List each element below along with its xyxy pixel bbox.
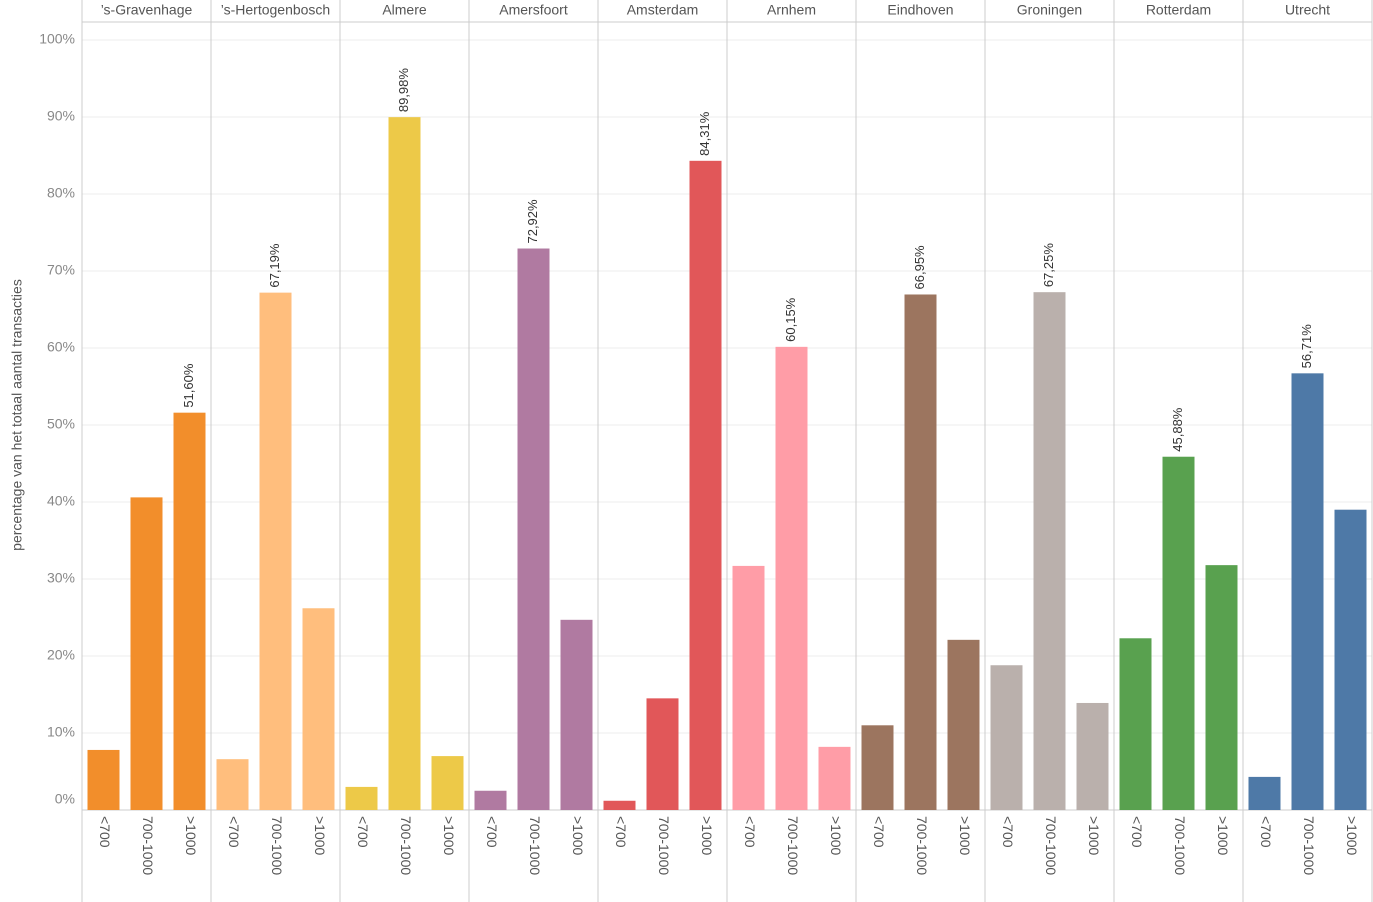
facet-header: Rotterdam [1146,2,1211,18]
bar [259,292,292,811]
bar [990,665,1023,810]
x-tick-label: 700-1000 [656,816,672,875]
facet-header: Almere [382,2,427,18]
x-tick-label: <700 [613,816,629,848]
x-tick-label: <700 [742,816,758,848]
bar [87,749,120,810]
y-tick-label: 30% [47,570,75,586]
bar [1205,565,1238,810]
y-tick-label: 10% [47,724,75,740]
x-tick-label: 700-1000 [1043,816,1059,875]
data-label: 89,98% [396,68,411,113]
bar [1334,509,1367,810]
y-tick-label: 70% [47,262,75,278]
x-tick-label: >1000 [957,816,973,856]
x-tick-label: <700 [1129,816,1145,848]
bar [1076,702,1109,810]
y-axis-label: percentage van het totaal aantal transac… [9,279,25,551]
x-tick-label: 700-1000 [140,816,156,875]
y-tick-label: 40% [47,493,75,509]
bar [1033,292,1066,810]
x-tick-label: <700 [1000,816,1016,848]
data-label: 45,88% [1170,407,1185,452]
bar [1119,638,1152,810]
bar [646,698,679,810]
bar [1248,776,1281,810]
x-tick-label: 700-1000 [1172,816,1188,875]
y-tick-label: 100% [39,31,75,47]
bar [861,725,894,810]
facet-header: Eindhoven [887,2,953,18]
bar [818,746,851,810]
x-tick-label: >1000 [699,816,715,856]
facet-header: Amersfoort [499,2,568,18]
bar [345,786,378,810]
data-label: 72,92% [525,199,540,244]
x-tick-label: 700-1000 [398,816,414,875]
x-tick-label: <700 [97,816,113,848]
x-tick-label: >1000 [1086,816,1102,856]
bar [302,608,335,810]
bar [431,756,464,810]
bar [560,619,593,810]
y-tick-label: 90% [47,108,75,124]
bar [732,565,765,810]
x-tick-label: >1000 [828,816,844,856]
bar [1291,373,1324,810]
bar [216,759,249,810]
data-label: 67,25% [1041,243,1056,288]
bar [775,346,808,810]
x-tick-label: <700 [226,816,242,848]
y-tick-label: 0% [55,791,75,807]
x-tick-label: <700 [871,816,887,848]
x-tick-label: 700-1000 [269,816,285,875]
y-tick-label: 50% [47,416,75,432]
bar [603,800,636,810]
data-label: 60,15% [783,297,798,342]
y-tick-label: 20% [47,647,75,663]
data-label: 66,95% [912,245,927,290]
x-tick-label: >1000 [1344,816,1360,856]
bar [1162,456,1195,810]
data-label: 51,60% [181,363,196,408]
x-tick-label: 700-1000 [785,816,801,875]
data-label: 67,19% [267,243,282,288]
facet-header: ’s-Gravenhage [101,2,193,18]
y-tick-label: 80% [47,185,75,201]
x-tick-label: >1000 [183,816,199,856]
bar [689,160,722,811]
y-tick-label: 60% [47,339,75,355]
facet-header: Groningen [1017,2,1082,18]
x-tick-label: <700 [355,816,371,848]
x-tick-label: 700-1000 [527,816,543,875]
bar [388,117,421,811]
data-label: 56,71% [1299,324,1314,369]
x-tick-label: <700 [484,816,500,848]
bar [474,790,507,810]
bar [173,412,206,810]
x-tick-label: >1000 [312,816,328,856]
facet-header: Arnhem [767,2,816,18]
bar [517,248,550,811]
facet-header: Utrecht [1285,2,1330,18]
x-tick-label: <700 [1258,816,1274,848]
facet-header: ’s-Hertogenbosch [221,2,330,18]
x-tick-label: >1000 [441,816,457,856]
x-tick-label: >1000 [570,816,586,856]
bar [904,294,937,810]
bar [130,497,163,810]
bar [947,639,980,810]
facet-header: Amsterdam [627,2,699,18]
x-tick-label: 700-1000 [1301,816,1317,875]
x-tick-label: 700-1000 [914,816,930,875]
x-tick-label: >1000 [1215,816,1231,856]
data-label: 84,31% [697,111,712,156]
